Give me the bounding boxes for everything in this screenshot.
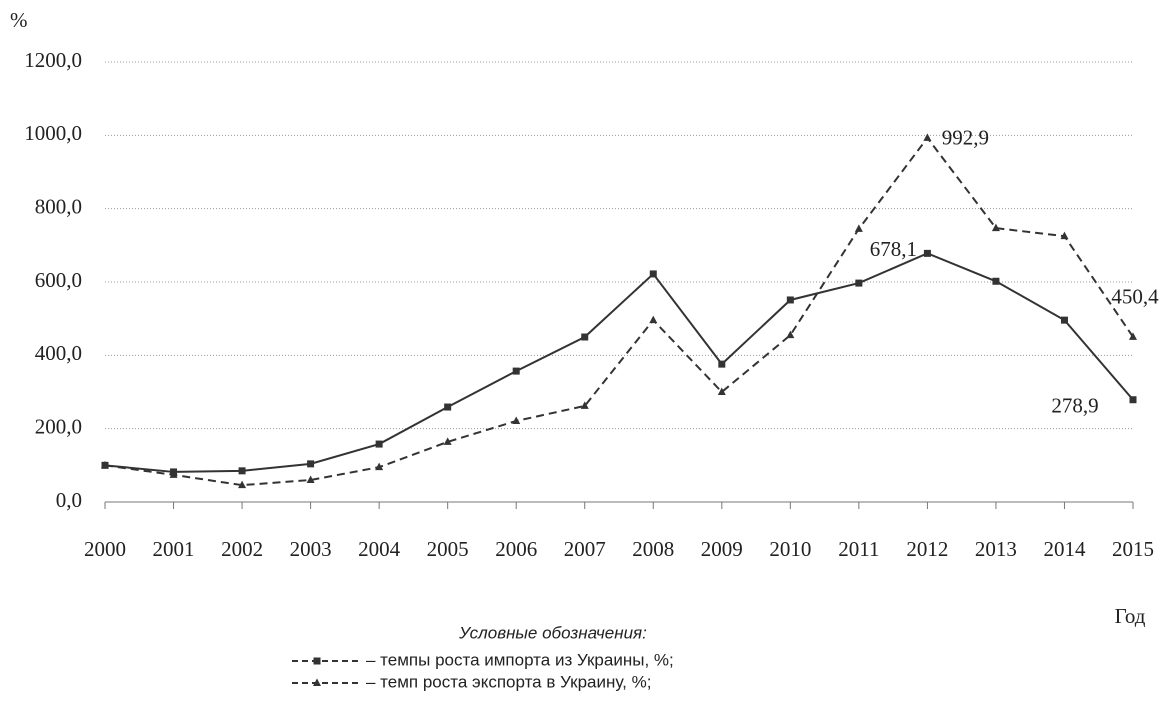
point: [718, 360, 726, 368]
point: [855, 279, 863, 287]
x-tick-label: 2011: [838, 537, 879, 561]
x-tick-label: 2002: [221, 537, 263, 561]
x-tick-label: 2001: [153, 537, 195, 561]
point: [444, 403, 452, 411]
point: [992, 277, 1000, 285]
y-axis-label: %: [10, 8, 28, 32]
point: [649, 315, 658, 324]
x-tick-label: 2004: [358, 537, 401, 561]
point: [512, 367, 520, 375]
y-tick-label: 400,0: [35, 341, 82, 365]
x-tick-label: 2012: [906, 537, 948, 561]
legend-label: – темп роста экспорта в Украину, %;: [366, 672, 651, 691]
point: [1129, 396, 1137, 404]
legend-marker: [313, 657, 321, 665]
x-tick-label: 2000: [84, 537, 126, 561]
point: [1060, 231, 1069, 240]
point: [923, 133, 932, 141]
x-tick-label: 2008: [632, 537, 674, 561]
x-tick-label: 2010: [769, 537, 811, 561]
point: [923, 249, 931, 257]
x-tick-label: 2006: [495, 537, 537, 561]
legend-label: – темпы роста импорта из Украины, %;: [366, 650, 674, 669]
legend-marker: [313, 678, 321, 686]
x-tick-label: 2003: [290, 537, 332, 561]
data-label: 278,9: [1051, 394, 1098, 418]
point: [307, 460, 315, 468]
x-tick-label: 2007: [564, 537, 606, 561]
data-label: 678,1: [870, 237, 917, 261]
point: [786, 296, 794, 304]
point: [786, 330, 795, 339]
point: [306, 475, 315, 483]
point: [580, 401, 589, 409]
point: [1060, 316, 1068, 324]
line: [104, 136, 1134, 487]
point: [581, 333, 589, 341]
x-axis-label: Год: [1115, 604, 1146, 628]
x-tick-label: 2015: [1112, 537, 1154, 561]
point: [375, 440, 383, 448]
data-label: 450,4: [1111, 285, 1159, 309]
point: [169, 470, 178, 478]
y-tick-label: 1200,0: [24, 48, 82, 72]
point: [512, 416, 521, 424]
legend-title: Условные обозначения:: [458, 623, 647, 642]
point: [443, 437, 452, 445]
point: [238, 480, 247, 489]
line: [104, 252, 1134, 473]
point: [854, 224, 863, 232]
y-tick-label: 800,0: [35, 194, 82, 218]
point: [101, 460, 109, 469]
data-label: 992,9: [942, 126, 989, 150]
point: [375, 462, 384, 471]
point: [991, 223, 1000, 232]
point: [1129, 332, 1137, 340]
y-tick-label: 1000,0: [24, 121, 82, 145]
x-tick-label: 2009: [701, 537, 743, 561]
y-tick-label: 200,0: [35, 414, 82, 438]
point: [649, 270, 657, 278]
point: [238, 467, 246, 475]
y-tick-label: 600,0: [35, 268, 82, 292]
y-tick-label: 0,0: [56, 488, 82, 512]
x-tick-label: 2005: [427, 537, 469, 561]
x-tick-label: 2014: [1043, 537, 1086, 561]
x-tick-label: 2013: [975, 537, 1017, 561]
point: [717, 387, 726, 395]
